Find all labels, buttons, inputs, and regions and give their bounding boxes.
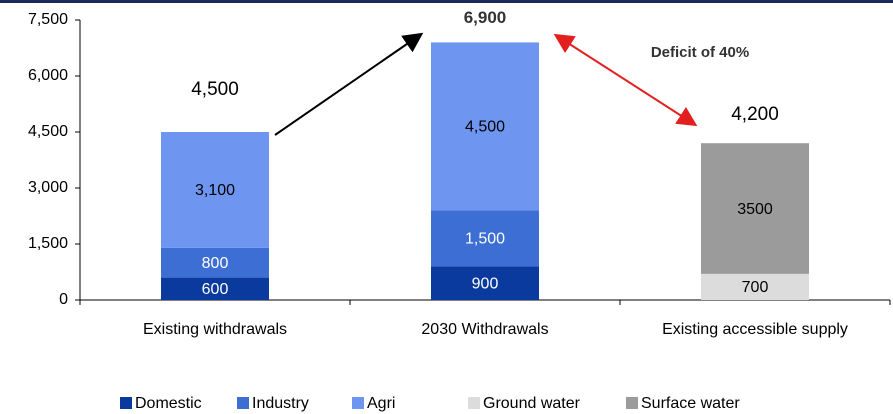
total-label: 4,500: [191, 79, 239, 100]
y-tick-label: 3,000: [28, 179, 68, 196]
y-tick-label: 4,500: [28, 123, 68, 140]
value-label: 900: [472, 275, 499, 292]
bar-segment: [161, 277, 269, 300]
bar-segment: [431, 266, 539, 300]
y-tick-label: 6,000: [28, 67, 68, 84]
legend-label: Ground water: [483, 395, 581, 412]
value-label: 1,500: [465, 231, 505, 248]
y-tick-label: 1,500: [28, 235, 68, 252]
value-label: 3500: [737, 201, 773, 218]
legend-swatch: [120, 397, 132, 409]
legend-swatch: [352, 397, 364, 409]
growth-arrow: [274, 32, 424, 136]
bar-segment: [161, 247, 269, 278]
annotation: Deficit of 40%: [651, 44, 749, 61]
deficit-arrow: [553, 33, 698, 127]
bar-segment: [431, 210, 539, 267]
legend-label: Surface water: [641, 395, 740, 412]
bar-segment: [161, 132, 269, 248]
x-tick-label: Existing withdrawals: [142, 321, 288, 338]
y-tick-label: 0: [59, 291, 68, 308]
bar-segment: [701, 143, 809, 274]
legend-label: Industry: [252, 395, 309, 412]
total-label: 6,900: [464, 8, 507, 27]
top-border: [0, 0, 893, 3]
total-label: 4,200: [731, 104, 779, 125]
value-label: 600: [202, 281, 229, 298]
x-tick-label: Existing accessible supply: [662, 321, 848, 338]
legend-swatch: [626, 397, 638, 409]
bar-segment: [431, 42, 539, 211]
y-tick-label: 7,500: [28, 11, 68, 28]
value-label: 4,500: [465, 119, 505, 136]
bar-segment: [701, 273, 809, 300]
value-label: 800: [202, 255, 229, 272]
legend-swatch: [468, 397, 480, 409]
x-tick-label: 2030 Withdrawals: [421, 321, 549, 338]
legend-label: Domestic: [135, 395, 202, 412]
legend-swatch: [237, 397, 249, 409]
legend-label: Agri: [367, 395, 395, 412]
value-label: 3,100: [195, 182, 235, 199]
value-label: 700: [742, 279, 769, 296]
